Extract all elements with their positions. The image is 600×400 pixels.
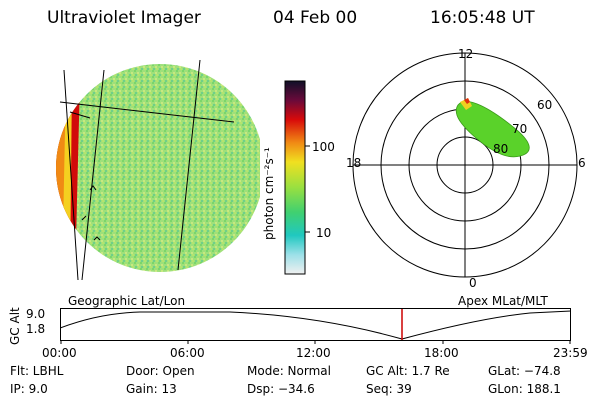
altitude-ytick-1-8: 1.8 bbox=[26, 322, 46, 336]
altitude-ylabel: GC Alt bbox=[8, 307, 22, 345]
instrument-title: Ultraviolet Imager bbox=[47, 8, 201, 28]
altitude-xtick-2359: 23:59 bbox=[553, 346, 588, 360]
color-scale-bar bbox=[284, 80, 310, 275]
altitude-xtick-0000: 00:00 bbox=[42, 346, 77, 360]
altitude-xtick-1200: 12:00 bbox=[296, 346, 331, 360]
altitude-xtick-1800: 18:00 bbox=[424, 346, 459, 360]
colorbar-tick-10: 10 bbox=[316, 226, 332, 240]
glon-info: GLon: 188.1 bbox=[488, 382, 561, 396]
lat-label-80: 80 bbox=[493, 142, 509, 156]
lat-label-70: 70 bbox=[512, 122, 528, 136]
geographic-panel-label: Geographic Lat/Lon bbox=[68, 294, 186, 308]
polar-plot bbox=[352, 52, 578, 278]
mode-info: Mode: Normal bbox=[247, 364, 331, 378]
altitude-xtick-0600: 06:00 bbox=[170, 346, 205, 360]
mlt-label-12: 12 bbox=[458, 47, 474, 61]
geographic-image bbox=[56, 59, 260, 281]
apex-panel-label: Apex MLat/MLT bbox=[458, 294, 548, 308]
gcalt-info: GC Alt: 1.7 Re bbox=[366, 364, 450, 378]
altitude-plot bbox=[60, 308, 572, 344]
colorbar-label: photon cm⁻²s⁻¹ bbox=[262, 147, 276, 240]
gain-info: Gain: 13 bbox=[126, 382, 177, 396]
date-label: 04 Feb 00 bbox=[273, 8, 358, 28]
mlt-label-6: 6 bbox=[578, 156, 586, 170]
colorbar-tick-100: 100 bbox=[312, 140, 335, 154]
mlt-label-18: 18 bbox=[346, 156, 362, 170]
mlt-label-0: 0 bbox=[469, 276, 477, 290]
time-label: 16:05:48 UT bbox=[430, 8, 535, 28]
seq-info: Seq: 39 bbox=[366, 382, 412, 396]
altitude-ytick-9: 9.0 bbox=[26, 307, 46, 321]
flt-info: Flt: LBHL bbox=[10, 364, 64, 378]
lat-label-60: 60 bbox=[537, 98, 553, 112]
ip-info: IP: 9.0 bbox=[10, 382, 48, 396]
glat-info: GLat: −74.8 bbox=[488, 364, 561, 378]
door-info: Door: Open bbox=[126, 364, 195, 378]
dsp-info: Dsp: −34.6 bbox=[247, 382, 315, 396]
